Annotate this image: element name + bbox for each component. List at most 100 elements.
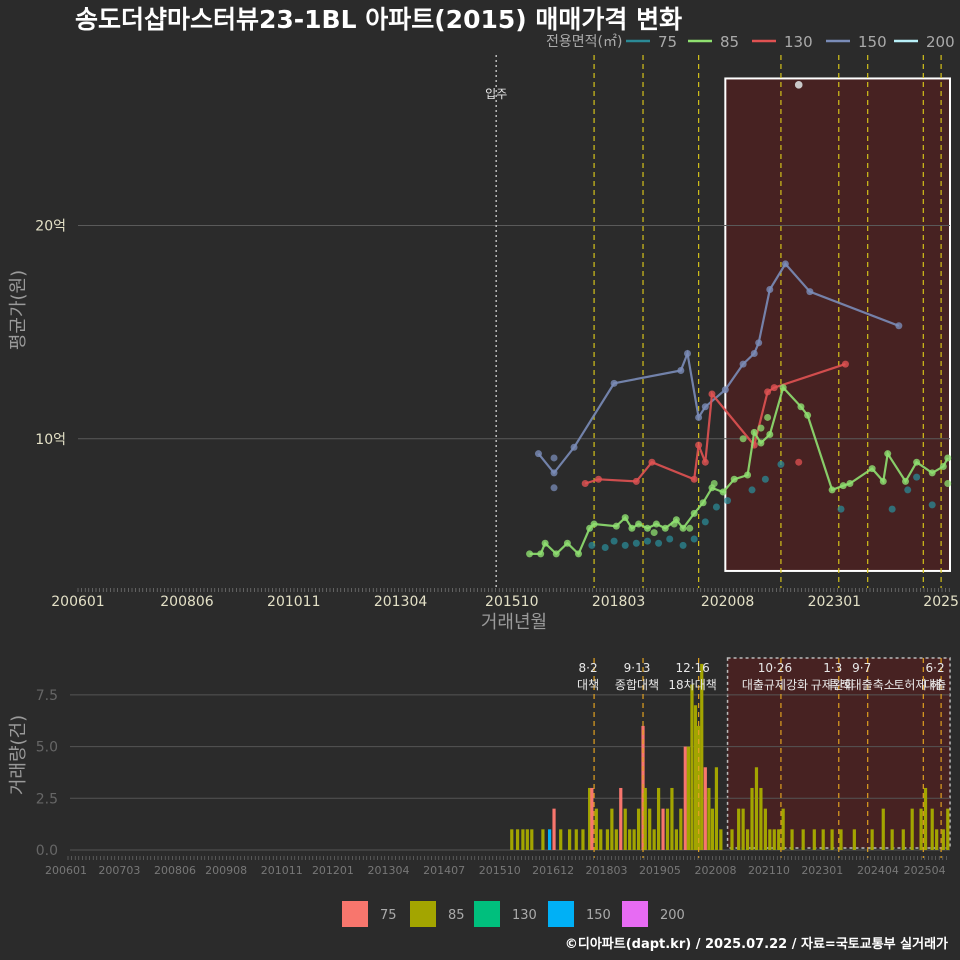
series-point-85 — [537, 550, 545, 558]
y2-axis-title: 거래량(건) — [8, 715, 29, 795]
volume-bar-85 — [801, 829, 805, 850]
volume-bar-75 — [552, 808, 556, 850]
x2-tick-label: 201803 — [586, 864, 628, 877]
x2-tick-label: 202504 — [904, 864, 946, 877]
volume-bar-85 — [839, 829, 843, 850]
policy-name: 토허제 해 — [893, 678, 941, 692]
series-point-85 — [635, 520, 643, 528]
volume-bar-85 — [700, 663, 704, 850]
series-point-75 — [621, 541, 629, 549]
top-legend: 전용면적(㎡) 75 85 130 150 200 — [546, 33, 955, 51]
policy-date: 8·2 — [579, 661, 598, 675]
series-point-150 — [701, 403, 709, 411]
volume-bar-85 — [910, 808, 914, 850]
volume-bar-85 — [670, 787, 674, 850]
volume-bar-85 — [674, 829, 678, 850]
series-point-150 — [610, 379, 618, 387]
volume-bar-85 — [777, 829, 781, 850]
series-point-75 — [643, 537, 651, 545]
series-point-85 — [686, 524, 694, 532]
policy-name: 대출 — [924, 678, 946, 692]
series-point-85 — [764, 413, 772, 421]
volume-bar-85 — [521, 829, 525, 850]
series-point-150 — [570, 443, 578, 451]
volume-bar-85 — [599, 829, 603, 850]
volume-bar-85 — [559, 829, 563, 850]
volume-bar-85 — [923, 787, 928, 850]
volume-bar-85 — [574, 829, 578, 850]
volume-bar-85 — [901, 829, 905, 850]
legend-label-150: 150 — [858, 33, 887, 51]
x2-tick-label: 201510 — [479, 864, 521, 877]
series-point-85 — [679, 524, 687, 532]
series-point-85 — [846, 480, 854, 488]
series-point-85 — [804, 411, 812, 419]
legend-label-75: 75 — [380, 908, 397, 923]
volume-bar-85 — [890, 829, 894, 850]
series-point-85 — [744, 471, 752, 479]
x-tick-label: 201304 — [374, 594, 428, 610]
legend-swatch-130 — [474, 901, 500, 927]
volume-bar-85 — [568, 829, 572, 850]
volume-bar-85 — [588, 787, 592, 850]
volume-bar-85 — [730, 829, 734, 850]
series-point-85 — [902, 477, 910, 485]
y-tick-label: 10억 — [35, 432, 66, 448]
series-point-85 — [643, 524, 651, 532]
volume-bar-85 — [628, 829, 632, 850]
legend-swatch-75 — [342, 901, 368, 927]
volume-panel: 0.0 2.5 5.0 7.5 8·2 대책 9·13 종합대책 12·16 18차대책 10·26… — [36, 657, 951, 877]
volume-bar-85 — [686, 746, 690, 850]
y2-tick-label: 5.0 — [36, 740, 58, 756]
volume-bar-85 — [656, 787, 661, 850]
policy-name: 대책 — [577, 677, 599, 692]
x2-tick-label: 200806 — [154, 864, 196, 877]
series-point-130 — [695, 441, 703, 449]
series-point-130 — [770, 384, 778, 392]
series-point-150 — [550, 484, 558, 492]
series-point-75 — [690, 535, 698, 543]
series-point-150 — [695, 413, 703, 421]
series-point-85 — [590, 520, 598, 528]
series-point-150 — [781, 260, 789, 268]
volume-bar-85 — [652, 829, 656, 850]
volume-bar-150 — [547, 829, 552, 850]
series-point-85 — [928, 469, 936, 477]
series-point-85 — [797, 403, 805, 411]
volume-bar-85 — [643, 787, 647, 850]
y-tick-label: 20억 — [35, 219, 66, 235]
series-point-75 — [913, 473, 921, 481]
x-tick-label: 200806 — [160, 594, 214, 610]
series-point-130 — [708, 390, 716, 398]
volume-bar-85 — [821, 829, 825, 850]
series-point-85 — [839, 482, 847, 490]
series-point-85 — [661, 524, 669, 532]
volume-bar-85 — [710, 808, 715, 850]
legend-swatch-150 — [548, 901, 574, 927]
volume-bar-85 — [648, 808, 652, 850]
series-point-130 — [701, 458, 709, 466]
x2-tick-label: 200601 — [45, 864, 87, 877]
series-point-200 — [794, 81, 803, 89]
series-point-75 — [601, 543, 609, 551]
x-axis-title: 거래년월 — [481, 612, 547, 633]
series-point-85 — [739, 435, 747, 443]
series-point-150 — [895, 322, 903, 330]
series-point-130 — [648, 458, 656, 466]
bottom-legend: 75 85 130 150 200 — [342, 901, 685, 927]
series-point-150 — [766, 286, 774, 294]
series-point-75 — [777, 460, 785, 468]
volume-bar-85 — [707, 787, 711, 850]
volume-bar-85 — [919, 808, 923, 850]
volume-bar-85 — [510, 829, 514, 850]
series-point-85 — [719, 488, 727, 496]
series-point-75 — [928, 501, 936, 509]
series-point-85 — [730, 475, 738, 483]
volume-bar-85 — [636, 808, 641, 850]
x2-tick-label: 201905 — [639, 864, 681, 877]
series-point-85 — [779, 384, 787, 392]
legend-label-200: 200 — [660, 908, 685, 923]
volume-bar-85 — [632, 829, 636, 850]
volume-bar-85 — [935, 829, 939, 850]
series-point-85 — [563, 539, 571, 547]
